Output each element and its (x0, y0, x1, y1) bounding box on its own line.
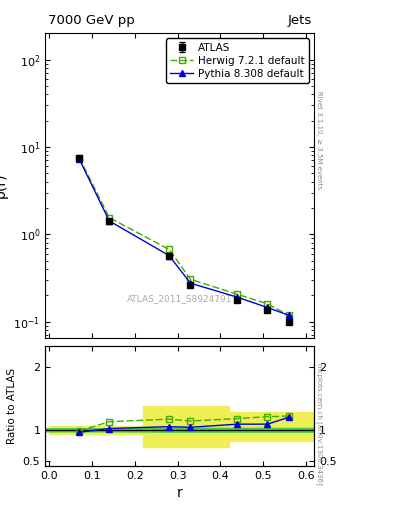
Herwig 7.2.1 default (286, 312, 291, 318)
Herwig 7.2.1 default (265, 301, 270, 307)
Pythia 8.308 default (167, 252, 171, 259)
Line: Pythia 8.308 default: Pythia 8.308 default (76, 156, 292, 318)
Pythia 8.308 default (286, 312, 291, 318)
Herwig 7.2.1 default (77, 155, 82, 161)
Text: Rivet 3.1.10, ≥ 3.5M events: Rivet 3.1.10, ≥ 3.5M events (316, 91, 322, 189)
Text: 7000 GeV pp: 7000 GeV pp (48, 14, 135, 27)
Herwig 7.2.1 default (235, 291, 240, 297)
Herwig 7.2.1 default (107, 215, 112, 221)
Pythia 8.308 default (188, 280, 193, 286)
Pythia 8.308 default (235, 294, 240, 301)
Pythia 8.308 default (77, 156, 82, 162)
Text: mcplots.cern.ch [arXiv:1306.3436]: mcplots.cern.ch [arXiv:1306.3436] (316, 363, 323, 485)
Y-axis label: Ratio to ATLAS: Ratio to ATLAS (7, 368, 17, 444)
Line: Herwig 7.2.1 default: Herwig 7.2.1 default (76, 155, 292, 318)
Pythia 8.308 default (107, 218, 112, 224)
Legend: ATLAS, Herwig 7.2.1 default, Pythia 8.308 default: ATLAS, Herwig 7.2.1 default, Pythia 8.30… (166, 38, 309, 83)
Text: ATLAS_2011_S8924791: ATLAS_2011_S8924791 (127, 294, 233, 303)
Herwig 7.2.1 default (167, 246, 171, 252)
Pythia 8.308 default (265, 305, 270, 311)
Y-axis label: ρ(r): ρ(r) (0, 173, 8, 198)
Herwig 7.2.1 default (188, 276, 193, 282)
X-axis label: r: r (177, 486, 183, 500)
Text: Jets: Jets (287, 14, 312, 27)
